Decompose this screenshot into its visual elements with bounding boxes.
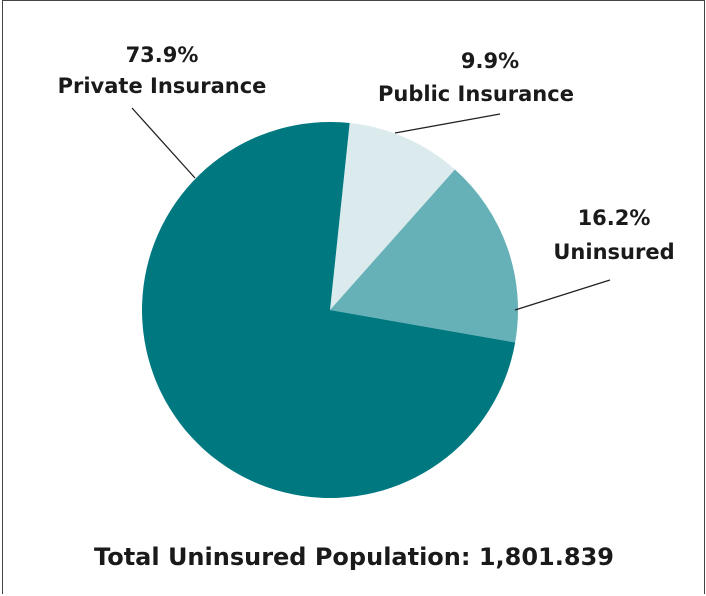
leader-lines	[131, 107, 611, 311]
pie-slice-private-insurance	[142, 122, 516, 499]
slice-label-uninsured: Uninsured	[553, 240, 674, 264]
leader-line-private-insurance	[131, 107, 196, 179]
total-population-footer: Total Uninsured Population: 1,801.839	[94, 543, 614, 571]
slice-value-uninsured: 16.2%	[578, 206, 651, 230]
pie-slices	[142, 122, 519, 499]
leader-line-uninsured	[514, 279, 611, 311]
pie-slice-uninsured	[330, 169, 519, 343]
slice-label-public-insurance: Public Insurance	[378, 82, 574, 106]
leader-line-public-insurance	[394, 113, 501, 134]
pie-slice-public-insurance	[330, 123, 455, 310]
slice-value-public-insurance: 9.9%	[461, 49, 519, 73]
slice-value-private-insurance: 73.9%	[126, 43, 199, 67]
slice-label-private-insurance: Private Insurance	[58, 74, 267, 98]
